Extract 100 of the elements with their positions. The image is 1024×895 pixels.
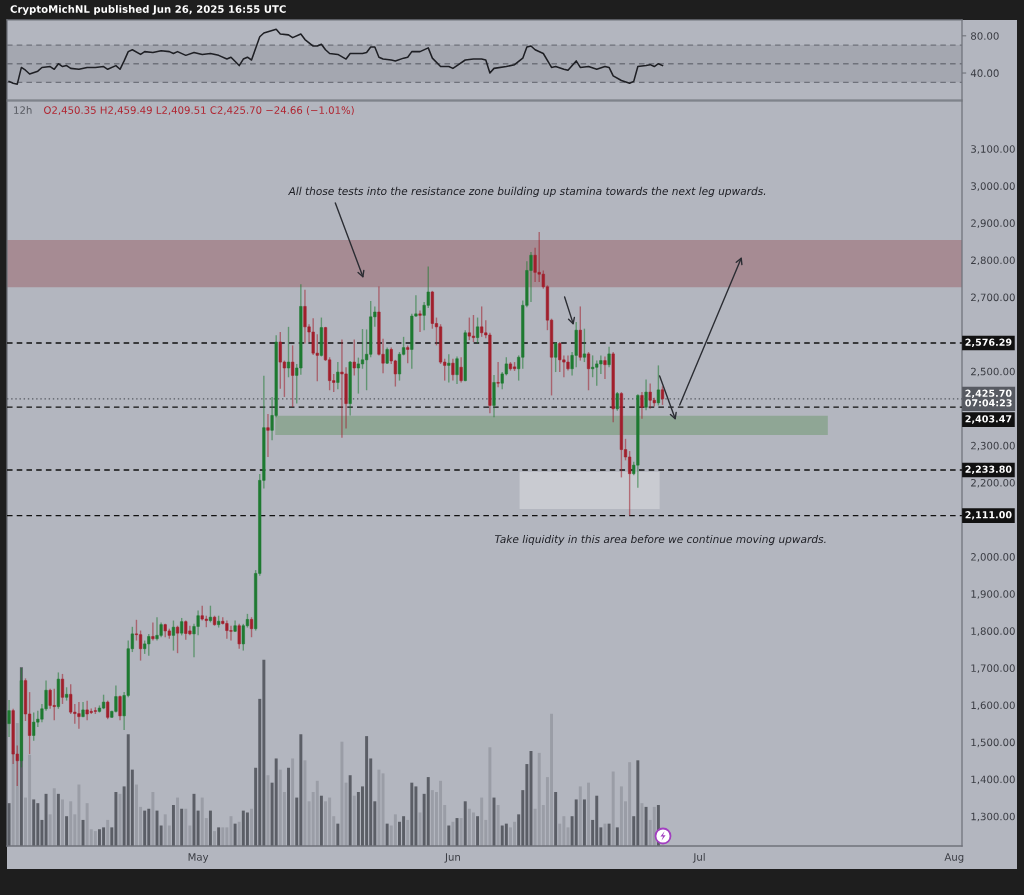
bar <box>467 808 471 846</box>
bar <box>213 831 217 846</box>
bar <box>587 782 591 846</box>
y-tick-label: 2,500.00 <box>971 367 1015 377</box>
y-tick-label: 2,300.00 <box>971 441 1015 451</box>
candlestick <box>229 625 233 642</box>
y-tick-label: 2,700.00 <box>971 293 1015 303</box>
bar <box>574 799 578 846</box>
y-tick-label: 1,400.00 <box>971 775 1015 785</box>
bar <box>336 823 340 846</box>
y-tick-label: 1,900.00 <box>971 590 1015 599</box>
bar <box>126 734 130 846</box>
bar <box>65 816 69 846</box>
bar <box>365 736 369 846</box>
y-tick-label: 40.00 <box>970 69 999 78</box>
bar <box>266 775 270 846</box>
x-tick-label: May <box>188 853 209 863</box>
bar <box>418 812 422 846</box>
bar <box>463 801 467 846</box>
bar <box>471 812 475 846</box>
bar <box>184 808 188 846</box>
y-tick-label: 3,100.00 <box>971 145 1015 154</box>
bar <box>451 821 455 846</box>
bar <box>233 823 237 846</box>
y-tick-label: 1,700.00 <box>971 664 1015 674</box>
bar <box>237 821 241 846</box>
bar <box>97 829 101 846</box>
bar <box>163 814 167 846</box>
y-tick-label: 1,800.00 <box>971 627 1015 636</box>
bar <box>61 799 64 846</box>
bar <box>414 786 418 846</box>
bar <box>480 797 484 846</box>
bar <box>278 769 282 846</box>
bar <box>299 734 303 846</box>
bar <box>381 773 385 846</box>
bar <box>69 801 73 846</box>
bar <box>496 805 500 846</box>
ref-line-label: 2,111.00 <box>965 511 1012 520</box>
bar <box>52 788 56 846</box>
bar <box>106 819 110 846</box>
bar <box>102 827 106 846</box>
bar <box>636 760 640 846</box>
bar <box>352 795 356 846</box>
annotation: Take liquidity in this area before we continue moving upwards. <box>494 534 826 546</box>
bar <box>217 827 221 846</box>
bar <box>488 747 492 846</box>
x-tick-label: Aug <box>944 853 964 863</box>
chart-subtitle: O2,450.35 H2,459.49 L2,409.51 C2,425.70 −24.66 (−1.01%) <box>44 106 354 116</box>
bar <box>15 723 19 846</box>
bar <box>147 808 151 846</box>
bar <box>550 713 554 846</box>
bar <box>554 791 558 846</box>
bar <box>287 767 290 846</box>
bar <box>513 821 517 846</box>
bar <box>652 806 656 846</box>
bar <box>85 803 89 846</box>
bar <box>315 780 319 846</box>
bar <box>32 799 36 846</box>
ref-line-label: 2,425.70 07:04:23 <box>965 389 1012 407</box>
bar <box>644 806 648 846</box>
bar <box>208 810 212 846</box>
bar <box>7 803 11 846</box>
bar <box>250 808 254 846</box>
bar <box>385 823 389 846</box>
x-tick-label: Jun <box>444 853 460 863</box>
bar <box>159 825 163 846</box>
bar <box>459 818 463 846</box>
bar <box>319 795 323 846</box>
bar <box>607 823 611 846</box>
bar <box>525 764 529 846</box>
text: CryptoMichNL published Jun 26, 2025 16:55 UTC <box>10 5 286 15</box>
bar <box>176 797 180 846</box>
bar <box>603 823 607 846</box>
chart-title: 12h <box>14 106 32 114</box>
bar <box>619 786 623 846</box>
bar <box>77 784 81 846</box>
bar <box>410 782 414 846</box>
bar <box>377 769 381 846</box>
bar <box>171 805 175 846</box>
bar <box>402 816 406 846</box>
bar <box>324 801 327 846</box>
bar <box>151 791 155 846</box>
y-tick-label: 2,000.00 <box>971 553 1015 562</box>
bar <box>274 758 278 846</box>
bar <box>200 797 204 846</box>
bar <box>134 784 138 846</box>
bar <box>595 795 599 846</box>
bar <box>578 786 582 846</box>
y-tick-label: 3,000.00 <box>971 182 1015 191</box>
bar <box>640 803 644 846</box>
bar <box>81 819 85 846</box>
ref-line-label: 2,576.29 <box>965 338 1012 348</box>
bar <box>221 827 225 846</box>
bar <box>476 816 480 846</box>
line-series <box>8 28 664 85</box>
bar <box>143 810 147 846</box>
y-tick-label: 1,600.00 <box>971 701 1015 711</box>
bar <box>344 782 348 846</box>
bar <box>628 762 632 846</box>
y-tick-label: 80.00 <box>971 32 999 40</box>
